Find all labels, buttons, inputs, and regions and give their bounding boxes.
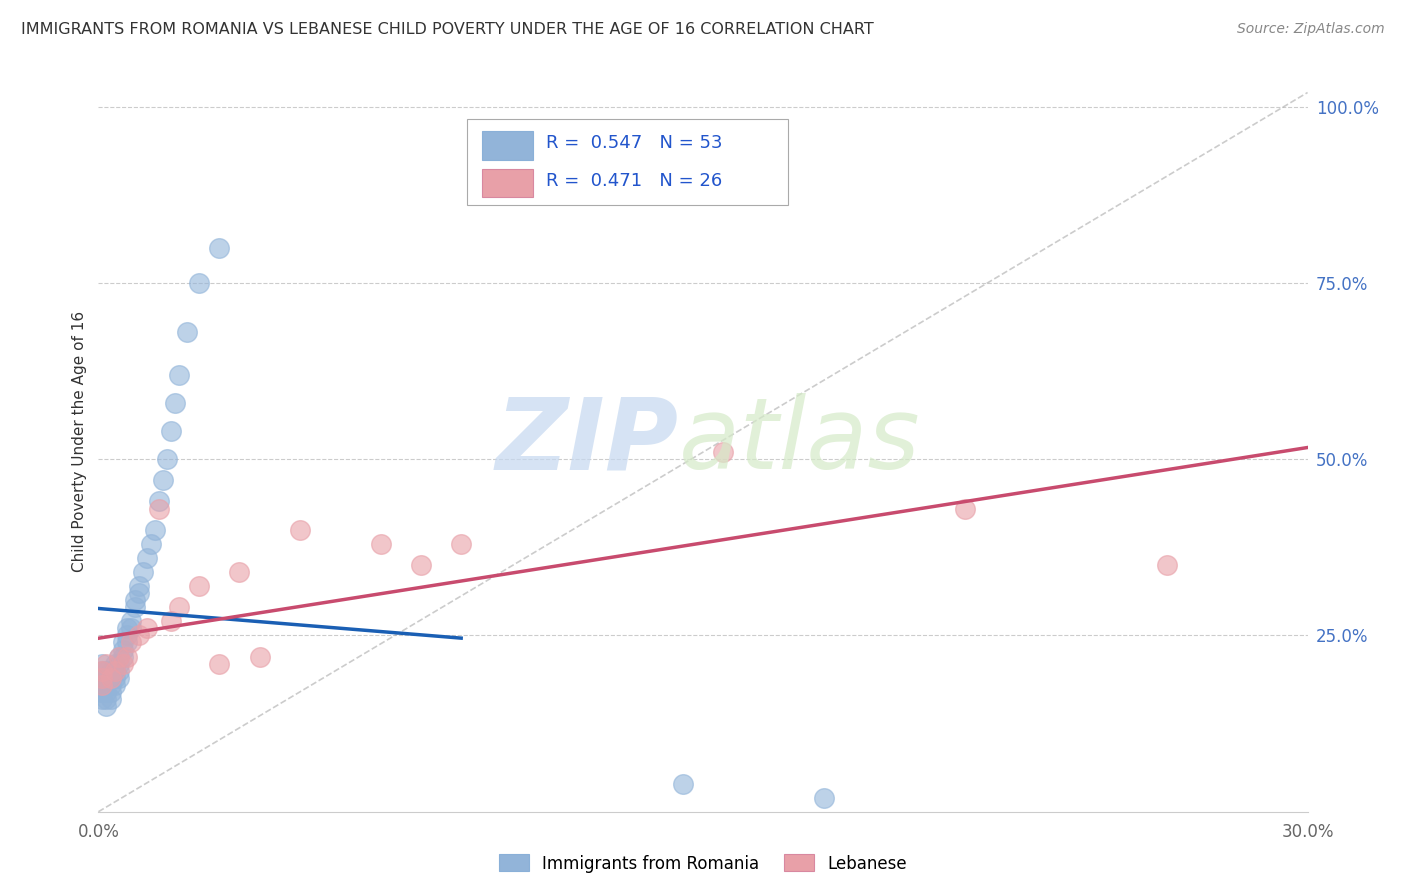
Point [249, 649, 271, 664]
Point [96, 692, 118, 706]
Point [167, 368, 190, 382]
Point [156, 452, 179, 467]
Point [91, 671, 114, 685]
Point [124, 593, 146, 607]
Point [91, 692, 114, 706]
Point [1156, 558, 1178, 572]
Text: R =  0.547   N = 53: R = 0.547 N = 53 [546, 135, 723, 153]
Point [228, 565, 250, 579]
Point [91, 678, 114, 692]
Point [96, 664, 118, 678]
Point [100, 664, 122, 678]
Point [672, 776, 695, 790]
Point [188, 276, 211, 290]
Text: IMMIGRANTS FROM ROMANIA VS LEBANESE CHILD POVERTY UNDER THE AGE OF 16 CORRELATIO: IMMIGRANTS FROM ROMANIA VS LEBANESE CHIL… [21, 22, 875, 37]
Point [128, 586, 150, 600]
Point [370, 537, 392, 551]
Point [107, 649, 129, 664]
Point [167, 600, 190, 615]
Point [96, 685, 118, 699]
Bar [482, 131, 533, 160]
Point [135, 550, 157, 565]
Point [107, 671, 129, 685]
Point [160, 615, 183, 629]
FancyBboxPatch shape [467, 120, 787, 204]
Point [120, 635, 142, 649]
Point [208, 241, 231, 255]
Point [103, 664, 125, 678]
Point [111, 642, 134, 657]
Point [96, 698, 118, 713]
Point [100, 692, 122, 706]
Point [115, 621, 138, 635]
Point [128, 579, 150, 593]
Point [188, 579, 211, 593]
Point [96, 678, 118, 692]
Point [100, 671, 122, 685]
Point [91, 671, 114, 685]
Point [450, 537, 472, 551]
Point [953, 501, 976, 516]
Point [91, 678, 114, 692]
Point [115, 628, 138, 642]
Point [128, 628, 150, 642]
Point [103, 657, 125, 671]
Point [100, 685, 122, 699]
Point [163, 396, 186, 410]
Point [711, 445, 734, 459]
Point [120, 615, 142, 629]
Point [115, 635, 138, 649]
Point [139, 537, 162, 551]
Point [107, 664, 129, 678]
Point [115, 649, 138, 664]
Text: atlas: atlas [679, 393, 921, 490]
Text: Source: ZipAtlas.com: Source: ZipAtlas.com [1237, 22, 1385, 37]
Point [103, 671, 125, 685]
Point [107, 649, 129, 664]
Point [91, 685, 114, 699]
Point [96, 657, 118, 671]
Y-axis label: Child Poverty Under the Age of 16: Child Poverty Under the Age of 16 [72, 311, 87, 572]
Text: ZIP: ZIP [496, 393, 679, 490]
Point [111, 635, 134, 649]
Point [107, 657, 129, 671]
Point [96, 671, 118, 685]
Text: R =  0.471   N = 26: R = 0.471 N = 26 [546, 172, 723, 190]
Point [100, 678, 122, 692]
Point [132, 565, 155, 579]
Point [91, 664, 114, 678]
Point [124, 600, 146, 615]
Point [176, 325, 198, 339]
Point [288, 523, 311, 537]
Point [120, 621, 142, 635]
Point [111, 649, 134, 664]
Point [160, 424, 183, 438]
Point [135, 621, 157, 635]
Point [208, 657, 231, 671]
Point [148, 501, 170, 516]
Point [409, 558, 432, 572]
Point [91, 657, 114, 671]
Bar [482, 169, 533, 197]
Point [148, 494, 170, 508]
Point [103, 678, 125, 692]
Point [91, 685, 114, 699]
Point [111, 657, 134, 671]
Point [813, 790, 835, 805]
Point [100, 671, 122, 685]
Point [143, 523, 166, 537]
Point [152, 473, 174, 487]
Point [91, 664, 114, 678]
Legend: Immigrants from Romania, Lebanese: Immigrants from Romania, Lebanese [492, 847, 914, 880]
Point [103, 664, 125, 678]
